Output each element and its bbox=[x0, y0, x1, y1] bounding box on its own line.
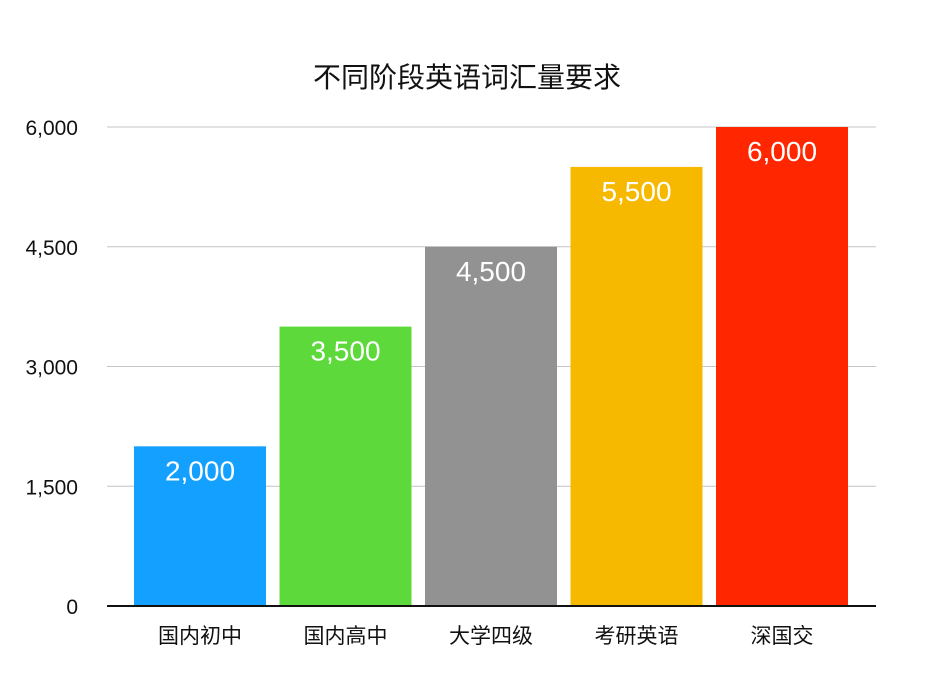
y-tick-label: 1,500 bbox=[25, 476, 78, 499]
y-tick-label: 6,000 bbox=[25, 117, 78, 140]
category-label: 大学四级 bbox=[449, 624, 533, 648]
bar-3 bbox=[425, 246, 557, 606]
data-label: 3,500 bbox=[310, 336, 380, 367]
data-label: 5,500 bbox=[601, 176, 671, 207]
bar-4 bbox=[570, 166, 703, 606]
bar-5 bbox=[716, 127, 848, 606]
bar-1 bbox=[134, 446, 266, 606]
y-tick-label: 4,500 bbox=[25, 237, 78, 260]
data-label: 6,000 bbox=[747, 136, 817, 167]
bar-2 bbox=[279, 326, 412, 606]
y-tick-label: 3,000 bbox=[25, 357, 78, 380]
category-label: 深国交 bbox=[751, 624, 814, 648]
category-label: 国内高中 bbox=[304, 624, 388, 648]
category-label: 国内初中 bbox=[158, 624, 242, 648]
chart-title: 不同阶段英语词汇量要求 bbox=[312, 61, 621, 94]
y-tick-label: 0 bbox=[66, 596, 78, 619]
data-label: 4,500 bbox=[456, 256, 526, 287]
data-label: 2,000 bbox=[165, 455, 235, 486]
category-label: 考研英语 bbox=[595, 624, 679, 648]
